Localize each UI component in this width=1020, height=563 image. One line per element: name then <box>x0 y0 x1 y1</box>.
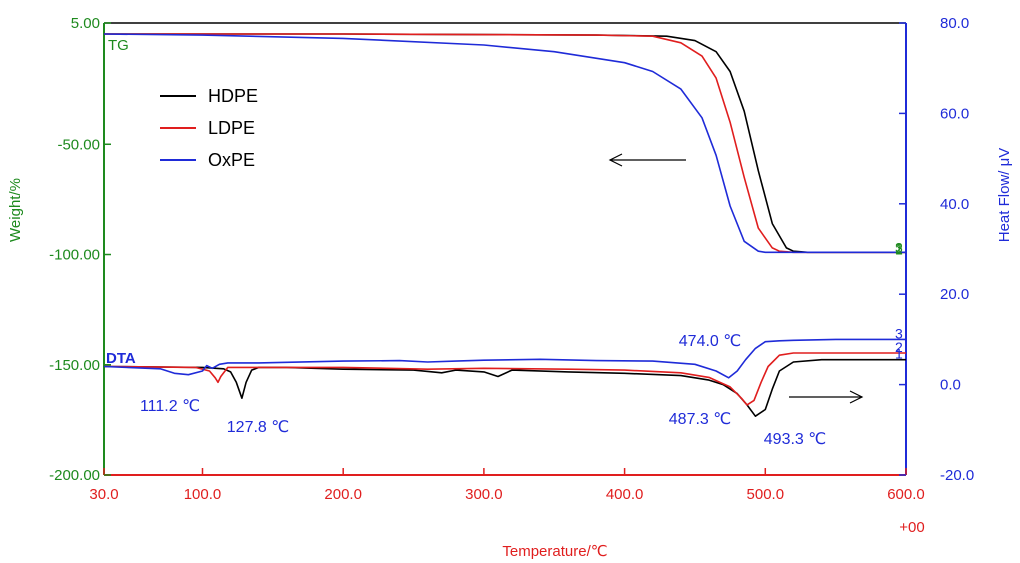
tg-line-ldpe <box>104 33 906 254</box>
left-tick-label: 5.00 <box>71 15 100 32</box>
x-tick-label: 300.0 <box>465 486 503 503</box>
axis-ticks: 30.0 100.0 200.0 300.0 400.0 500.0 600.05.00-5… <box>49 15 974 503</box>
x-tick-label: 600.0 <box>887 486 925 503</box>
dta-curve-label: DTA <box>106 350 136 367</box>
peak-annotation: 487.3 ℃ <box>669 411 731 428</box>
x-multiplier: +00 <box>899 519 924 536</box>
tg-line-hdpe <box>104 33 906 254</box>
left-tick-label: -150.00 <box>49 357 100 374</box>
peak-annotation: 127.8 ℃ <box>227 419 289 436</box>
arrow-head-right <box>849 390 864 404</box>
x-tick-label: 100.0 <box>184 486 222 503</box>
right-tick-label: 60.0 <box>940 105 969 122</box>
dta-end-marker: 3 <box>895 325 903 341</box>
dta-end-marker: 1 <box>895 346 903 362</box>
peak-annotation: 474.0 ℃ <box>679 333 741 350</box>
tg-curve-label: TG <box>108 37 129 54</box>
right-tick-label: 20.0 <box>940 286 969 303</box>
arrow-head-left <box>608 153 623 167</box>
legend-label-hdpe: HDPE <box>208 86 258 106</box>
tg-line-oxpe <box>103 33 906 254</box>
right-tick-label: 80.0 <box>940 15 969 32</box>
axes-frame <box>103 22 907 476</box>
dta-line-hdpe <box>103 358 906 418</box>
annotations: 111.2 ℃ 127.8 ℃ 474.0 ℃ 487.3 ℃ 493.3 ℃ <box>140 153 864 448</box>
left-tick-label: -200.00 <box>49 467 100 484</box>
peak-annotation: 111.2 ℃ <box>140 398 200 415</box>
x-tick-label: 500.0 <box>747 486 785 503</box>
right-tick-label: -20.0 <box>940 467 974 484</box>
left-tick-label: -100.00 <box>49 247 100 264</box>
right-tick-label: 0.0 <box>940 377 961 394</box>
legend-label-oxpe: OxPE <box>208 150 255 170</box>
x-tick-label: 400.0 <box>606 486 644 503</box>
dta-line-oxpe <box>103 338 906 379</box>
right-axis-title: Heat Flow/ μV <box>996 148 1013 243</box>
x-axis-title: Temperature/℃ <box>502 543 607 560</box>
chart-labels: Weight/% Heat Flow/ μV Temperature/℃ +00… <box>7 37 1013 560</box>
x-tick-label: 200.0 <box>324 486 362 503</box>
left-axis-title: Weight/% <box>7 178 24 242</box>
tg-end-marker: 1 <box>895 241 903 257</box>
dta-line-ldpe <box>103 352 906 406</box>
legend: HDPE LDPE OxPE <box>160 86 258 170</box>
tg-end-marker: 3 <box>895 239 903 255</box>
peak-annotation: 493.3 ℃ <box>764 431 826 448</box>
dta-end-marker: 2 <box>895 339 903 355</box>
legend-label-ldpe: LDPE <box>208 118 255 138</box>
x-tick-label: 30.0 <box>89 486 118 503</box>
tg-end-marker: 2 <box>895 240 903 256</box>
right-tick-label: 40.0 <box>940 196 969 213</box>
left-tick-label: -50.00 <box>57 136 100 153</box>
